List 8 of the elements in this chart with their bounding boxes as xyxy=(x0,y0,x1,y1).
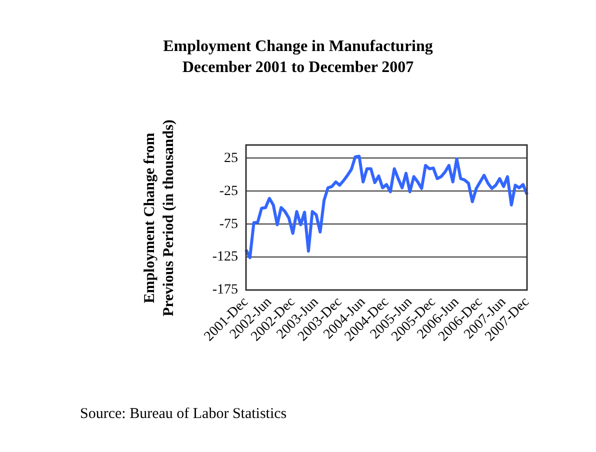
y-axis-title: Employment Change from Previous Period (in thousands) xyxy=(141,118,178,318)
y-tick-label: -175 xyxy=(212,282,238,298)
y-tick-label: -25 xyxy=(219,184,238,199)
y-tick-label: -125 xyxy=(212,250,238,265)
y-tick-label: -75 xyxy=(219,216,238,232)
y-tick-label: 25 xyxy=(224,150,238,166)
chart-title: Employment Change in Manufacturing December 2001 to December 2007 xyxy=(162,37,434,78)
source-note: Source: Bureau of Labor Statistics xyxy=(80,406,287,423)
